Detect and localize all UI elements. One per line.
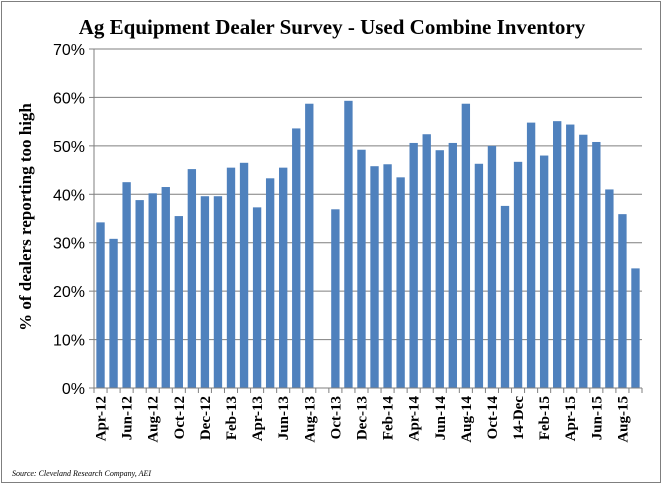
y-tick-label: 0% [62,381,85,398]
x-tick-label: Feb-15 [537,396,553,440]
x-tick-label: Jun-13 [276,396,292,440]
y-tick-label: 30% [53,236,85,253]
bar [200,196,210,388]
y-axis-ticks: 0% 10% 20% 30% 40% 50% 60% 70% [53,42,94,398]
y-tick-label: 60% [53,90,85,107]
x-tick-label: Aug-14 [459,396,475,443]
x-tick-label: Feb-14 [381,396,397,441]
y-tick-label: 50% [53,139,85,156]
y-tick-label: 10% [53,333,85,350]
source-note: Source: Cleveland Research Company, AEI [12,469,151,478]
bar [513,161,523,388]
x-tick-label: Apr-14 [407,396,423,442]
bar [331,209,340,388]
bar [383,164,392,388]
bar [500,205,510,388]
x-axis-ticks: Apr-12 Jun-12 Aug-12 Oct-12 Dec-12 Feb-13 Apr-… [93,388,643,443]
bar [631,268,640,388]
bar [161,187,170,388]
bar [435,150,444,388]
bar [279,167,288,388]
x-tick-label: Dec-13 [354,396,370,440]
x-tick-label: Oct-13 [328,396,344,439]
bar [265,178,275,388]
bar [357,149,366,388]
bar [448,142,457,388]
x-tick-label: Jun-12 [120,396,136,440]
x-tick-label: Aug-15 [615,396,631,443]
bar [174,216,183,388]
bar [226,167,236,388]
x-tick-label: Oct-14 [485,396,501,440]
y-tick-label: 40% [53,187,85,204]
x-tick-label: Jun-15 [589,396,605,440]
bars [96,100,640,389]
x-tick-label: Dec-12 [198,396,214,440]
bar [305,103,314,388]
x-tick-label: Oct-12 [172,396,188,439]
bar [605,189,614,388]
y-tick-label: 20% [53,284,85,301]
bar [122,182,131,388]
bar [148,193,157,388]
bar [461,103,471,388]
y-axis-label: % of dealers reporting too high [16,103,35,331]
bar [239,162,249,388]
x-tick-label: Aug-13 [302,396,318,443]
bar [187,169,197,388]
bar [109,238,118,388]
bar [474,163,484,388]
bar [409,142,418,388]
bar [213,196,223,388]
bar [579,134,588,388]
bar [396,177,405,388]
bar [526,122,536,389]
x-tick-label: Jun-14 [433,396,449,441]
x-tick-label: Aug-12 [146,396,162,443]
bar [553,121,562,388]
bar [292,128,301,388]
bar [539,155,549,388]
x-tick-label: Apr-13 [250,396,266,441]
bar [566,124,575,388]
chart-title: Ag Equipment Dealer Survey - Used Combin… [79,15,586,39]
bar [135,200,144,388]
x-tick-label: Feb-13 [224,396,240,440]
x-tick-label: 14-Dec [511,396,527,440]
gridlines [94,48,642,341]
bar [618,214,627,388]
x-tick-label: Apr-15 [563,396,579,441]
bar [252,207,262,388]
bar [592,141,601,388]
bar [96,222,105,388]
bar [422,134,431,388]
y-tick-label: 70% [53,42,85,59]
x-tick-label: Apr-12 [94,396,110,441]
bar [370,166,379,388]
bar [487,145,497,388]
bar [344,100,353,388]
